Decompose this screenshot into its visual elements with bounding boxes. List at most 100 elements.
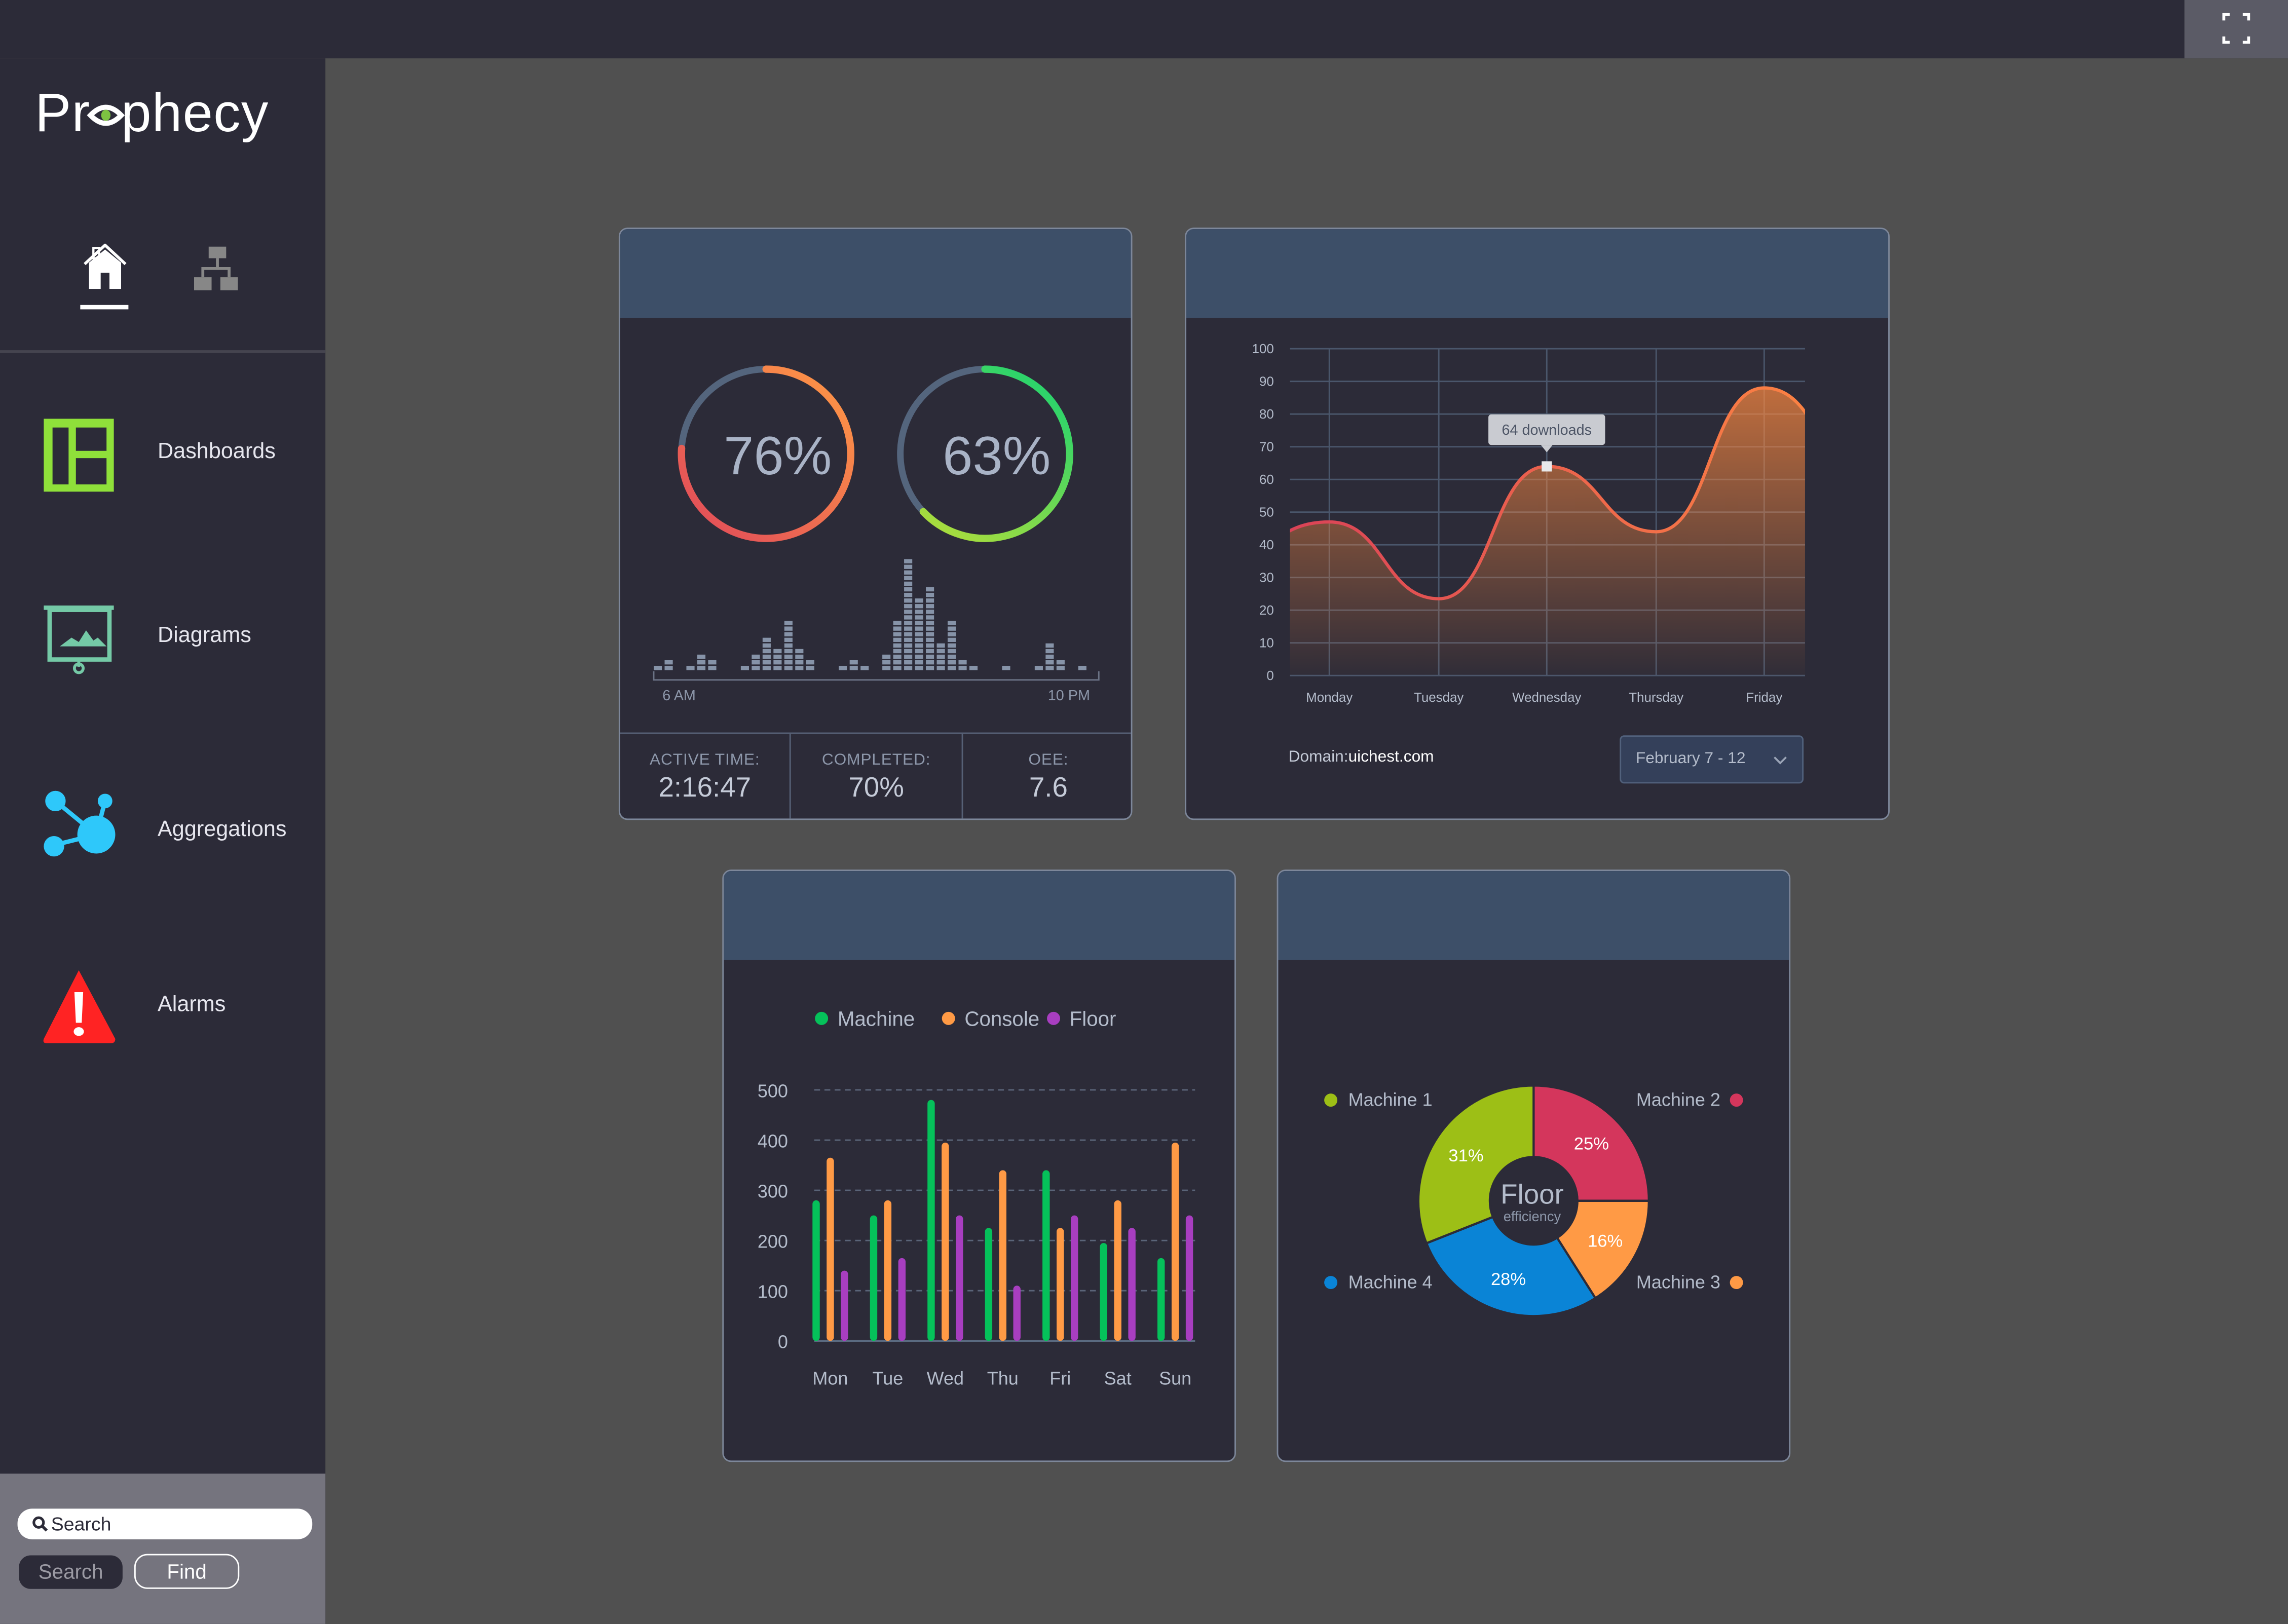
activity-bar-segment (904, 576, 913, 581)
activity-bar-segment (904, 660, 913, 665)
activity-bar-segment (926, 610, 934, 614)
brand-name: Prophecy (35, 85, 269, 143)
activity-bar-segment (773, 660, 782, 665)
activity-bar-segment (969, 666, 978, 670)
activity-bar-segment (948, 666, 956, 670)
activity-bar-segment (915, 666, 923, 670)
stat-completed: COMPLETED: 70% (791, 734, 963, 819)
date-range-dropdown[interactable]: February 7 - 12 (1620, 735, 1804, 784)
bar (884, 1200, 892, 1341)
activity-bar-segment (904, 621, 913, 625)
activity-bar-segment (784, 626, 793, 631)
sidebar-item-aggregations[interactable]: Aggregations (0, 781, 325, 868)
activity-bar-segment (904, 649, 913, 654)
activity-bar-segment (893, 632, 902, 636)
y-tick-label: 20 (1259, 603, 1274, 618)
search-button[interactable]: Search (19, 1555, 123, 1589)
slice-label: 28% (1491, 1270, 1526, 1289)
activity-bar-segment (904, 564, 913, 569)
activity-bar-segment (1045, 643, 1054, 648)
activity-bar-segment (915, 637, 923, 642)
sidebar-item-label: Diagrams (157, 623, 251, 648)
weekly-bar-card: Machine Console Floor 0 100 200 300 400 500 Mon Tu… (722, 870, 1236, 1462)
active-tab-indicator (80, 305, 129, 310)
sitemap-icon[interactable] (194, 246, 241, 291)
activity-bar-segment (784, 632, 793, 636)
bar (1114, 1200, 1121, 1341)
sidebar-item-alarms[interactable]: Alarms (0, 960, 325, 1048)
molecule-icon (44, 790, 116, 857)
sidebar-divider (0, 350, 326, 353)
activity-bar-segment (915, 604, 923, 609)
home-icon[interactable] (82, 243, 128, 290)
activity-bar-segment (806, 660, 814, 665)
activity-bar-segment (839, 666, 847, 670)
search-input[interactable]: Search (17, 1508, 313, 1539)
legend-label: Floor (1070, 1007, 1116, 1030)
activity-bar-segment (904, 598, 913, 603)
activity-bar-segment (926, 626, 934, 631)
bar (898, 1258, 906, 1341)
activity-bar-segment (708, 660, 717, 665)
y-tick-label: 200 (758, 1231, 788, 1252)
find-button[interactable]: Find (134, 1554, 240, 1589)
tooltip: 64 downloads (1488, 414, 1605, 452)
gauge-value: 76% (724, 426, 832, 486)
fullscreen-button[interactable] (2184, 0, 2288, 59)
activity-bar-segment (926, 621, 934, 625)
stats-divider (620, 732, 1131, 734)
card-header (724, 871, 1235, 960)
slice-label: 31% (1448, 1146, 1483, 1165)
bar (1070, 1215, 1078, 1341)
x-tick-label: Wed (927, 1368, 964, 1389)
hover-marker (1542, 461, 1552, 472)
y-tick-label: 40 (1259, 538, 1274, 552)
activity-bar-segment (893, 637, 902, 642)
floor-efficiency-card: 25% Machine 2 16% Machine 3 28% Machine 4 31% M… (1277, 870, 1791, 1462)
activity-bar-segment (893, 666, 902, 670)
stat-value: 7.6 (1029, 773, 1068, 804)
y-tick-label: 80 (1259, 407, 1274, 422)
bar (1185, 1215, 1193, 1341)
activity-bar-segment (762, 649, 771, 654)
activity-bar-segment (926, 649, 934, 654)
x-tick-label: Sun (1159, 1368, 1191, 1389)
activity-bar-segment (773, 649, 782, 654)
legend-label: Machine (838, 1007, 915, 1030)
activity-bar-segment (915, 649, 923, 654)
bar (1128, 1228, 1136, 1341)
activity-bar-segment (904, 559, 913, 563)
card-header (1278, 871, 1789, 960)
donut-slice (1532, 1084, 1650, 1202)
activity-bar-segment (948, 626, 956, 631)
activity-bar-segment (762, 666, 771, 670)
activity-bar-segment (904, 587, 913, 592)
sidebar-item-label: Alarms (157, 992, 226, 1017)
x-tick-label: Wednesday (1512, 691, 1581, 705)
activity-bar-segment (926, 637, 934, 642)
activity-bar-segment (926, 615, 934, 620)
sidebar-item-dashboards[interactable]: Dashboards (0, 408, 325, 496)
activity-bar-segment (697, 660, 706, 665)
chevron-down-icon (1774, 757, 1787, 765)
production-card: 6 AM 10 PM 76% 63% ACTIVE TIME: 2:16:47 … (618, 228, 1133, 820)
dashboard-icon (44, 419, 114, 492)
activity-bar-segment (926, 632, 934, 636)
stat-active-time: ACTIVE TIME: 2:16:47 (620, 734, 791, 819)
activity-bar-segment (936, 649, 945, 654)
activity-bar-segment (784, 666, 793, 670)
bar (1100, 1243, 1107, 1341)
donut-hole (1491, 1158, 1576, 1243)
donut-slice (1425, 1215, 1597, 1317)
x-tick-label: Friday (1746, 691, 1782, 705)
sidebar-item-diagrams[interactable]: Diagrams (0, 592, 325, 680)
activity-start-label: 6 AM (662, 688, 696, 704)
domain-value[interactable]: uichest.com (1348, 748, 1434, 766)
domain-caption: Domain: (1288, 748, 1348, 766)
activity-bar-segment (893, 654, 902, 659)
activity-bar-segment (1045, 666, 1054, 670)
top-bar (0, 0, 2288, 59)
activity-bar-segment (926, 592, 934, 597)
activity-bar-segment (904, 666, 913, 670)
activity-bar-segment (762, 637, 771, 642)
